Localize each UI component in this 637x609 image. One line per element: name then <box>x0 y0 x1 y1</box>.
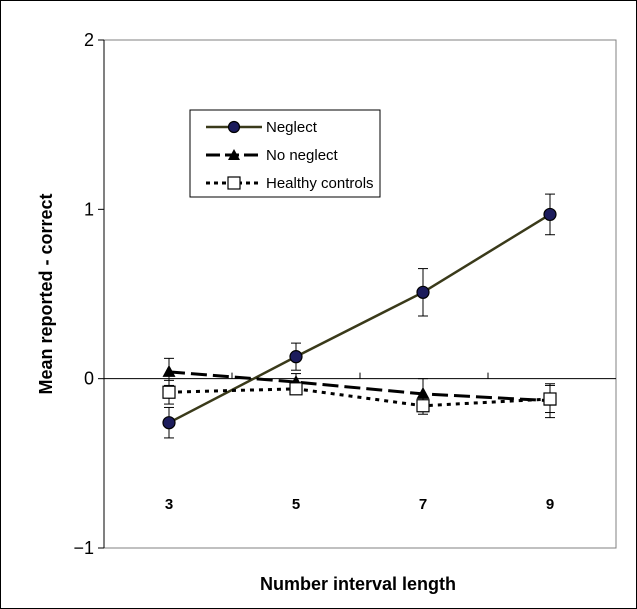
legend-marker-neglect <box>227 120 241 134</box>
legend-item-neglect: Neglect <box>206 119 318 136</box>
series-healthy-controls <box>162 379 557 415</box>
legend-item-no-neglect: No neglect <box>206 147 339 164</box>
legend-marker-healthy-controls <box>227 176 241 190</box>
x-axis-title: Number interval length <box>260 574 456 594</box>
y-tick-label: −1 <box>73 538 94 558</box>
y-tick-label: 2 <box>84 30 94 50</box>
series-line-healthy-controls <box>168 387 551 408</box>
x-axis-ticks: 3 5 7 9 <box>165 372 554 513</box>
data-point <box>416 399 430 413</box>
data-point <box>416 285 430 299</box>
legend-marker-no-neglect <box>228 149 240 160</box>
x-tick-label: 9 <box>546 496 554 513</box>
legend-label-neglect: Neglect <box>266 119 318 136</box>
data-point <box>543 207 557 222</box>
data-point <box>162 416 176 430</box>
legend-label-healthy-controls: Healthy controls <box>266 175 374 192</box>
x-tick-label: 5 <box>292 496 300 513</box>
data-point <box>416 386 430 399</box>
legend-label-no-neglect: No neglect <box>266 147 339 164</box>
y-axis-ticks: −1 0 1 2 <box>73 30 104 558</box>
data-point <box>289 350 303 364</box>
y-tick-label: 0 <box>84 369 94 389</box>
legend-item-healthy-controls: Healthy controls <box>206 175 374 192</box>
series-line-no-neglect <box>168 370 551 403</box>
legend: Neglect No neglect Healthy controls <box>189 109 381 198</box>
series-layer <box>162 193 557 439</box>
data-point <box>162 385 176 399</box>
series-no-neglect <box>162 357 557 419</box>
y-axis-title: Mean reported - correct <box>36 193 56 394</box>
legend-box <box>189 109 381 198</box>
data-point <box>162 364 176 377</box>
x-tick-label: 3 <box>165 496 173 513</box>
series-neglect <box>162 193 557 439</box>
data-point <box>289 382 303 396</box>
y-tick-label: 1 <box>84 199 94 219</box>
x-tick-label: 7 <box>419 496 427 513</box>
data-point <box>543 392 557 406</box>
